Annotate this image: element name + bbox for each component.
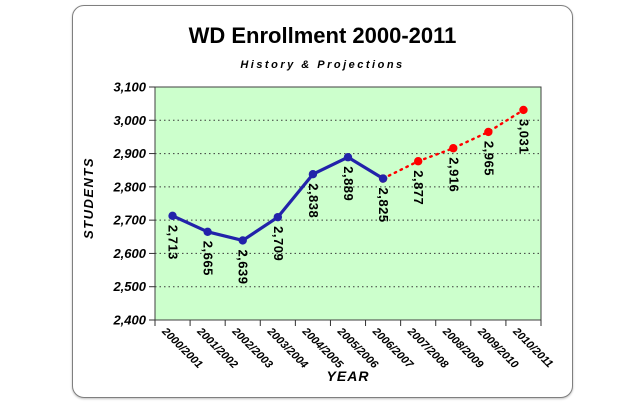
y-tick-label: 2,400 bbox=[112, 313, 146, 328]
y-tick-label: 2,800 bbox=[112, 179, 146, 194]
data-point-label: 2,709 bbox=[271, 226, 286, 261]
enrollment-line-chart: 2,400 2,500 2,600 2,700 2,800 2,900 3,000 3,100… bbox=[112, 80, 555, 372]
data-point-label: 2,825 bbox=[376, 188, 391, 223]
y-tick-label: 2,700 bbox=[112, 213, 146, 228]
y-tick-label: 2,500 bbox=[112, 279, 146, 294]
data-point bbox=[413, 157, 423, 166]
data-point bbox=[378, 174, 388, 183]
chart-title: WD Enrollment 2000-2011 bbox=[188, 23, 457, 48]
series-line-projections bbox=[381, 108, 525, 180]
x-axis-title: YEAR bbox=[326, 368, 370, 384]
plot-border bbox=[154, 86, 542, 321]
data-point-label: 2,916 bbox=[446, 157, 461, 192]
data-point-label: 2,838 bbox=[306, 183, 321, 218]
chart-frame: WD Enrollment 2000-2011 History & Projec… bbox=[72, 5, 573, 398]
chart-subtitle: History & Projections bbox=[240, 59, 405, 71]
data-point bbox=[484, 127, 493, 137]
y-tick-label: 3,100 bbox=[113, 80, 146, 95]
data-point bbox=[168, 211, 177, 221]
data-point-label: 2,639 bbox=[236, 249, 251, 284]
data-point bbox=[343, 153, 353, 162]
data-point-label: 2,877 bbox=[411, 170, 426, 205]
data-point bbox=[238, 236, 247, 245]
y-tick-label: 3,000 bbox=[113, 113, 146, 128]
y-tick-label: 2,900 bbox=[112, 146, 146, 161]
data-point bbox=[519, 105, 528, 115]
data-point bbox=[273, 212, 283, 222]
data-point-label: 2,665 bbox=[201, 241, 216, 276]
data-point bbox=[449, 144, 458, 153]
data-point-label: 3,031 bbox=[516, 119, 531, 154]
y-tick-label: 2,600 bbox=[112, 246, 146, 261]
data-point-label: 2,889 bbox=[341, 166, 356, 201]
plot-area bbox=[155, 87, 541, 320]
data-point-label: 2,965 bbox=[481, 141, 496, 176]
data-point bbox=[308, 170, 318, 179]
data-point bbox=[203, 227, 212, 236]
data-point-label: 2,713 bbox=[166, 225, 181, 260]
